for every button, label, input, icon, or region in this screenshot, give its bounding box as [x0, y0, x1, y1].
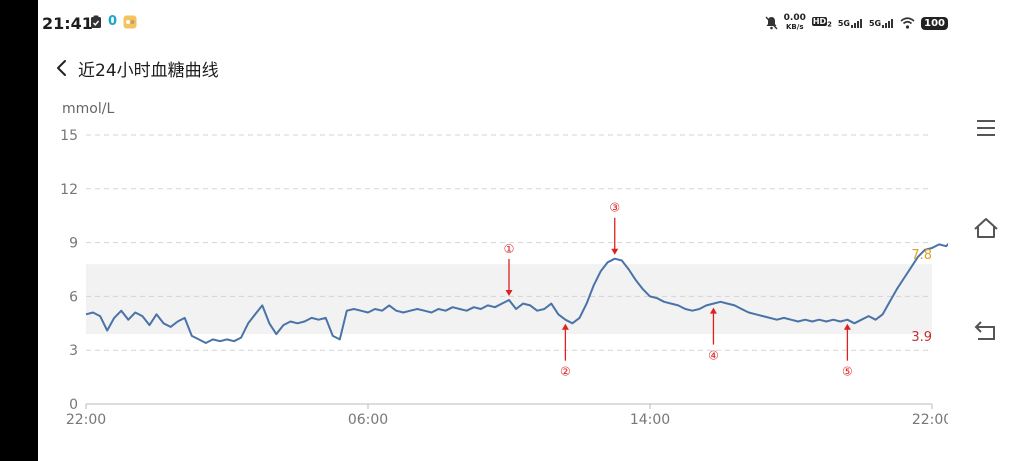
event-annotation: ②	[560, 323, 571, 379]
x-tick-label: 14:00	[630, 412, 670, 428]
target-high-label: 7.8	[911, 248, 932, 263]
mute-bell-icon	[765, 16, 778, 30]
hd-sub: 2	[827, 20, 832, 29]
y-tick-label: 15	[60, 128, 78, 144]
annotation-arrow-head	[505, 289, 513, 296]
clipboard-check-icon	[91, 15, 101, 28]
x-tick-label: 22:00	[912, 412, 948, 428]
hd-label: HD	[811, 17, 828, 27]
notification-count-badge: 0	[108, 14, 118, 29]
glucose-chart: mmol/L 0 3 6 9 12 15 22:00 06:00 14:00 22:00 ① ② ③…	[60, 101, 948, 428]
back-arrow-icon[interactable]	[50, 56, 74, 80]
x-tick-label: 22:00	[66, 412, 106, 428]
net-speed-unit: KB/s	[786, 23, 804, 31]
page-header: 近24小时血糖曲线	[38, 48, 638, 88]
signal-5g-2: 5G	[868, 18, 894, 28]
status-right-icons: 0.00 KB/s HD2 5G 5G 100	[765, 14, 948, 32]
annotation-arrow-head	[709, 307, 717, 314]
annotation-label: ④	[708, 349, 719, 363]
left-black-bar	[0, 0, 38, 461]
annotation-arrow-head	[843, 323, 851, 330]
home-icon[interactable]	[968, 210, 1004, 246]
signal-bars-icon	[850, 18, 862, 28]
battery-level: 100	[921, 16, 948, 30]
menu-icon[interactable]	[968, 110, 1004, 146]
y-tick-label: 3	[69, 343, 78, 359]
annotation-label: ②	[560, 365, 571, 379]
y-tick-label: 6	[69, 289, 78, 305]
target-low-label: 3.9	[911, 330, 932, 345]
signal-5g-1-label: 5G	[837, 18, 850, 28]
signal-bars-icon	[882, 18, 894, 28]
y-tick-label: 12	[60, 182, 78, 198]
x-tick-label: 06:00	[348, 412, 388, 428]
status-bar: 21:41 0 0.00 KB/s HD2 5G 5G	[38, 0, 948, 48]
glucose-series-line	[85, 242, 948, 344]
annotation-label: ①	[504, 242, 515, 256]
status-left-icons: 0	[90, 14, 137, 29]
app-notification-icon	[123, 15, 137, 28]
event-annotation: ①	[504, 242, 515, 296]
signal-5g-2-label: 5G	[868, 18, 882, 28]
annotation-arrow-head	[611, 248, 619, 255]
signal-5g-1: 5G	[837, 18, 863, 28]
system-nav-bar	[948, 0, 1024, 461]
y-tick-label: 0	[69, 397, 78, 413]
page-title: 近24小时血糖曲线	[78, 61, 219, 81]
net-speed-readout: 0.00 KB/s	[784, 14, 806, 32]
event-annotation: ⑤	[842, 323, 853, 379]
annotation-label: ⑤	[842, 365, 853, 379]
annotation-arrow-head	[561, 323, 569, 330]
net-speed-value: 0.00	[783, 13, 806, 23]
wifi-icon	[900, 17, 915, 29]
return-icon[interactable]	[968, 312, 1004, 348]
y-axis-label: mmol/L	[62, 101, 114, 117]
y-tick-label: 9	[69, 236, 78, 252]
event-annotation: ③	[609, 201, 620, 255]
event-annotation: ④	[708, 307, 719, 363]
status-time: 21:41	[42, 14, 93, 33]
annotation-label: ③	[609, 201, 620, 215]
hd-voice-badge: HD2	[811, 17, 832, 29]
